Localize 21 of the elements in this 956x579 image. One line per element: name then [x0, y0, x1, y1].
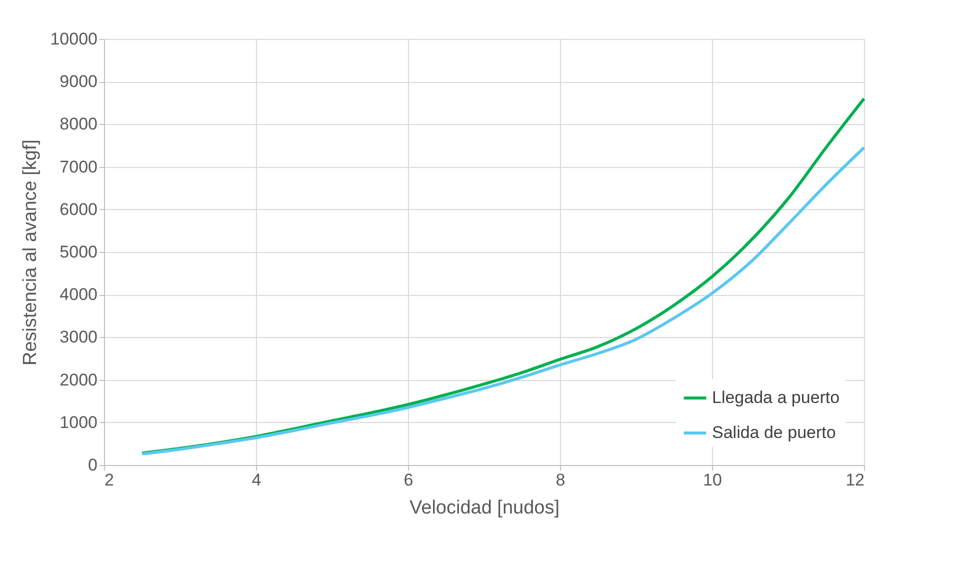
- y-tick-label: 8000: [60, 114, 98, 134]
- y-tick-label: 3000: [60, 328, 98, 347]
- y-tick-label: 10000: [50, 30, 98, 48]
- legend-label: Llegada a puerto: [712, 388, 840, 407]
- y-tick-label: 6000: [60, 200, 98, 219]
- x-axis-title: Velocidad [nudos]: [409, 498, 560, 518]
- legend-label: Salida de puerto: [712, 423, 836, 442]
- y-tick-label: 2000: [60, 370, 98, 390]
- y-tick-label: 7000: [60, 157, 98, 176]
- x-tick-label: 4: [252, 470, 262, 490]
- x-tick-label: 12: [846, 470, 864, 490]
- x-tick-label: 2: [104, 470, 114, 490]
- y-tick-label: 1000: [60, 412, 98, 432]
- y-tick-label: 5000: [60, 242, 98, 262]
- y-tick-label: 9000: [60, 72, 98, 92]
- x-tick-label: 6: [404, 470, 414, 490]
- x-tick-label: 8: [556, 470, 566, 490]
- y-tick-label: 4000: [60, 285, 98, 304]
- y-axis-title: Resistencia al avance [kgf]: [20, 139, 42, 366]
- y-tick-label: 0: [88, 456, 98, 474]
- x-tick-label: 10: [703, 470, 722, 490]
